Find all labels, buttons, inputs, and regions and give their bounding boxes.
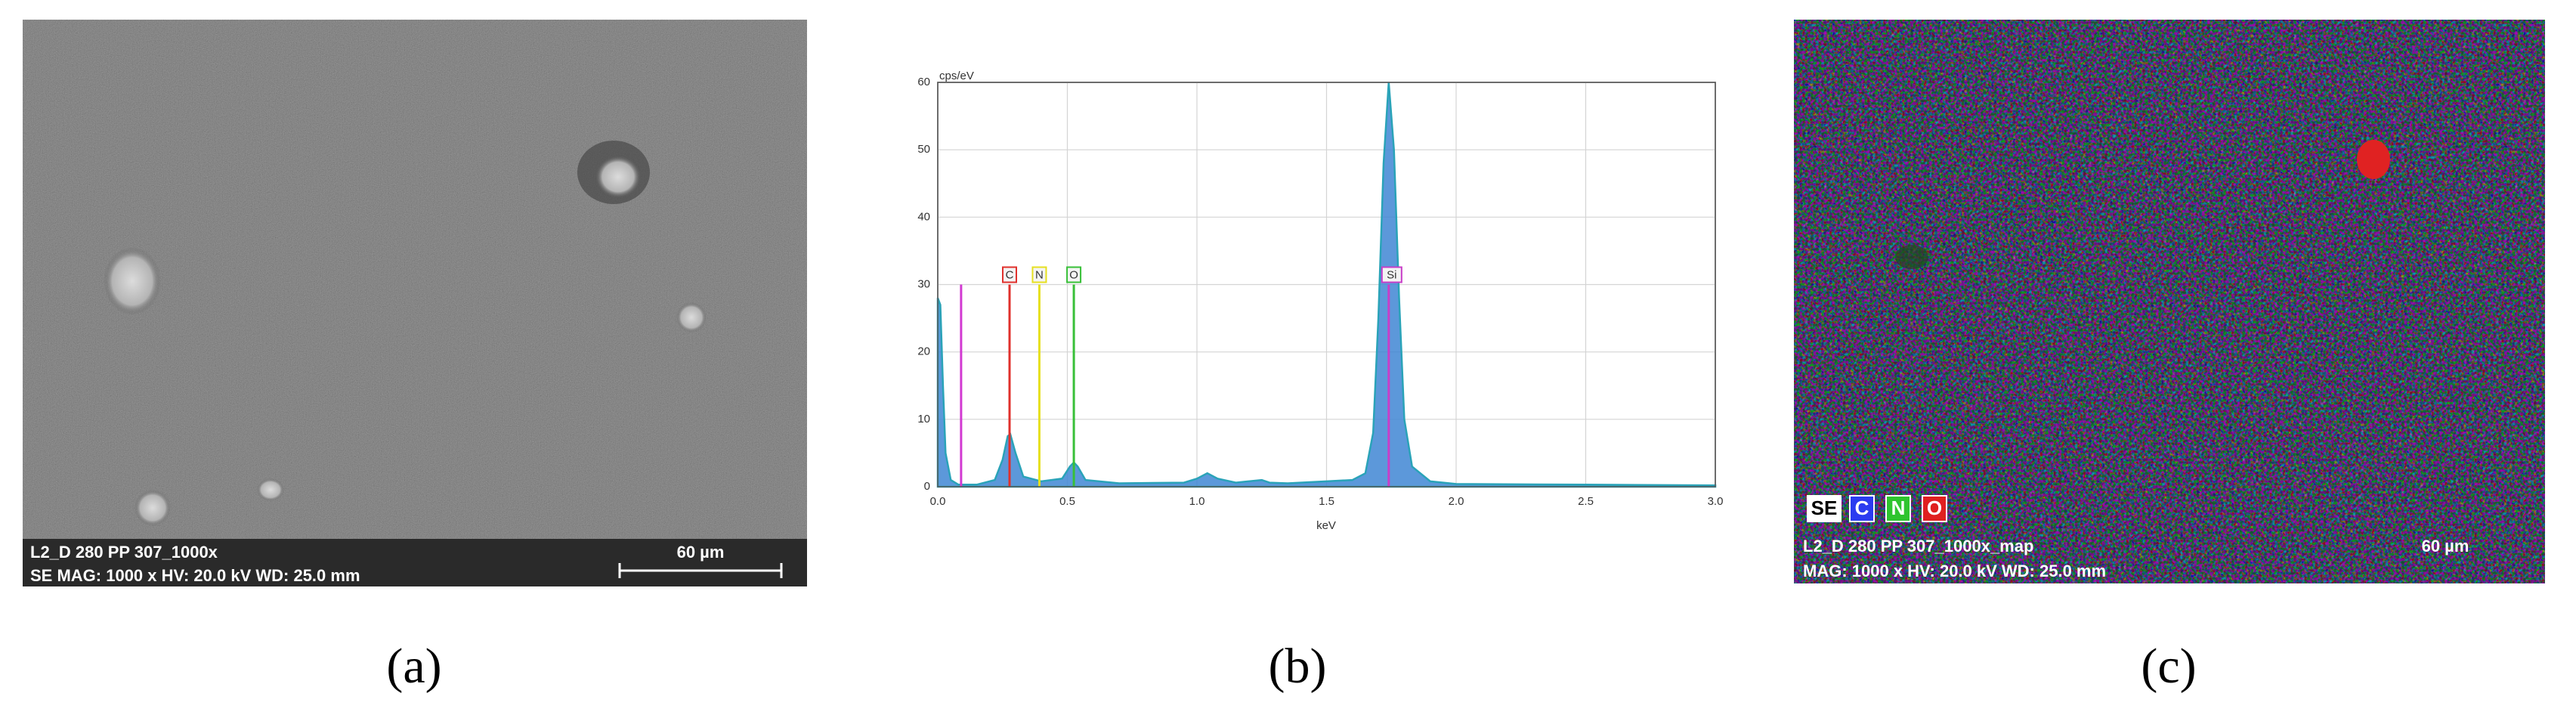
y-tick-label: 20: [917, 345, 930, 358]
legend-label: O: [1927, 497, 1942, 519]
caption: (a): [386, 639, 441, 694]
marker-label-box: [1066, 266, 1082, 283]
marker-label-box: [1381, 266, 1402, 283]
caption: (b): [1269, 639, 1327, 694]
y-tick-label: 0: [924, 480, 930, 493]
caption: (c): [2141, 639, 2196, 694]
marker-label: O: [1069, 268, 1078, 281]
scale-bar-label: 60 µm: [677, 543, 725, 562]
y-tick-label: 40: [917, 210, 930, 223]
x-tick-label: 1.0: [1189, 495, 1205, 508]
legend-label: N: [1891, 497, 1906, 519]
y-axis-label: cps/eV: [939, 70, 974, 82]
marker-label: Si: [1387, 268, 1396, 281]
x-tick-label: 2.0: [1449, 495, 1464, 508]
legend-label: C: [1855, 497, 1869, 519]
marker-label-box: [1031, 266, 1047, 283]
legend-swatch: [1807, 495, 1842, 522]
y-tick-label: 10: [917, 413, 930, 425]
x-axis-label: keV: [1316, 519, 1336, 532]
element-map: L2_D 280 PP 307_1000x_map MAG: 1000 x HV…: [1794, 20, 2545, 583]
x-tick-label: 0.5: [1059, 495, 1075, 508]
y-tick-label: 60: [917, 76, 930, 88]
legend-swatch: [1922, 495, 1947, 522]
marker-label-box: [1002, 266, 1018, 283]
info-line: SE MAG: 1000 x HV: 20.0 kV WD: 25.0 mm: [30, 566, 360, 585]
info-line: L2_D 280 PP 307_1000x: [30, 543, 218, 562]
scale-bar-label: 60 µm: [2422, 537, 2469, 555]
marker-label: C: [1006, 268, 1014, 281]
x-tick-label: 0.0: [930, 495, 946, 508]
x-tick-label: 1.5: [1319, 495, 1334, 508]
y-tick-label: 30: [917, 277, 930, 290]
spectrum-area: [936, 82, 1717, 488]
legend-label: SE: [1811, 497, 1838, 519]
plot-frame: [937, 82, 1716, 487]
legend-swatch: [1849, 495, 1875, 522]
info-line: L2_D 280 PP 307_1000x_map: [1803, 537, 2033, 555]
legend-swatch: [1885, 495, 1911, 522]
sem-image: L2_D 280 PP 307_1000x SE MAG: 1000 x HV:…: [23, 20, 807, 586]
marker-label: N: [1035, 268, 1044, 281]
info-line: MAG: 1000 x HV: 20.0 kV WD: 25.0 mm: [1803, 562, 2106, 580]
x-tick-label: 2.5: [1578, 495, 1594, 508]
y-tick-label: 50: [917, 143, 930, 156]
x-tick-label: 3.0: [1708, 495, 1724, 508]
spectrum-chart: cps/eV keV 0 10 20 30 40 50 60 0.0 0.5 1.0 1.5 2.0 2…: [917, 70, 1723, 532]
